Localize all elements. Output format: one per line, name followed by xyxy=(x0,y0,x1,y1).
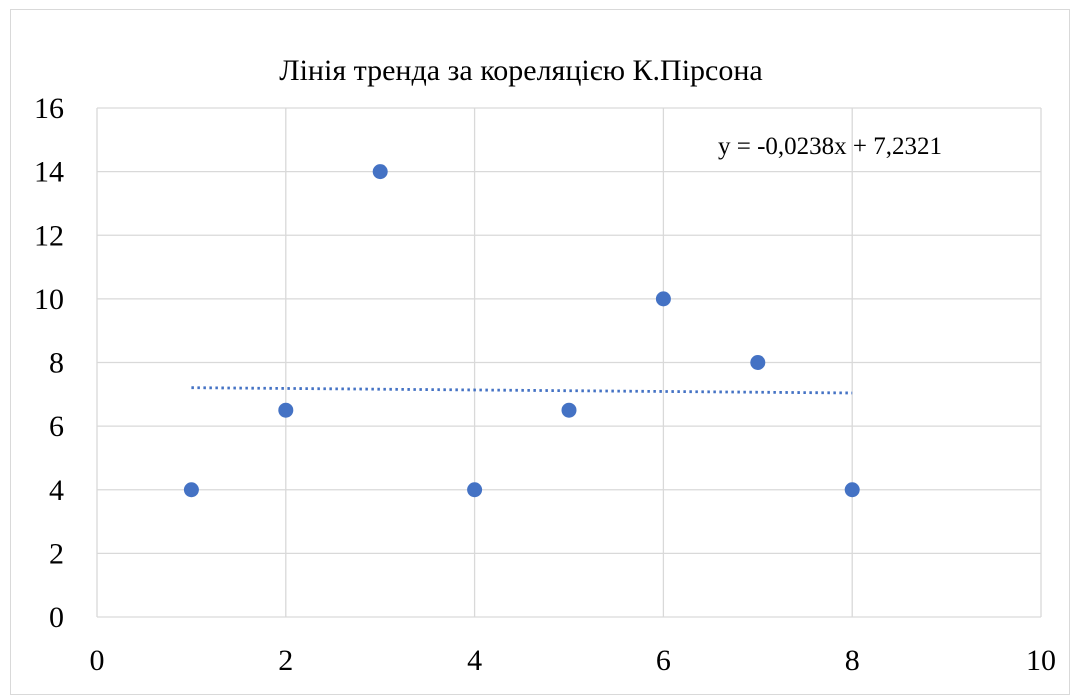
data-point xyxy=(183,482,199,498)
data-point xyxy=(372,164,388,180)
data-points xyxy=(183,164,860,498)
x-tick-label: 2 xyxy=(278,644,293,677)
x-tick-label: 8 xyxy=(845,644,860,677)
x-tick-label: 10 xyxy=(1026,644,1056,677)
y-tick-label: 4 xyxy=(49,474,64,507)
data-point xyxy=(655,291,671,307)
data-point xyxy=(844,482,860,498)
gridlines xyxy=(96,107,1042,618)
y-tick-label: 0 xyxy=(49,601,64,634)
y-tick-label: 16 xyxy=(34,92,64,125)
y-tick-label: 2 xyxy=(49,537,64,570)
chart-area xyxy=(10,9,1070,695)
x-tick-label: 4 xyxy=(467,644,482,677)
y-tick-label: 8 xyxy=(49,347,64,380)
axis-tick-labels: 0 2 4 6 8 10 12 14 16 0 2 4 6 8 10 xyxy=(34,92,1056,677)
data-point xyxy=(561,402,577,418)
x-tick-label: 6 xyxy=(656,644,671,677)
y-tick-label: 12 xyxy=(34,219,64,252)
trendline-equation-label: y = -0,0238x + 7,2321 xyxy=(718,133,942,160)
chart-title: Лінія тренда за кореляцією К.Пірсона xyxy=(279,54,762,87)
data-point xyxy=(278,402,294,418)
trendline xyxy=(191,386,853,395)
y-tick-label: 6 xyxy=(49,410,64,443)
y-tick-label: 10 xyxy=(34,283,64,316)
data-point xyxy=(750,355,766,370)
trendline-group xyxy=(191,386,853,395)
y-tick-label: 14 xyxy=(34,156,64,189)
data-point xyxy=(467,482,483,498)
x-tick-label: 0 xyxy=(90,644,105,677)
